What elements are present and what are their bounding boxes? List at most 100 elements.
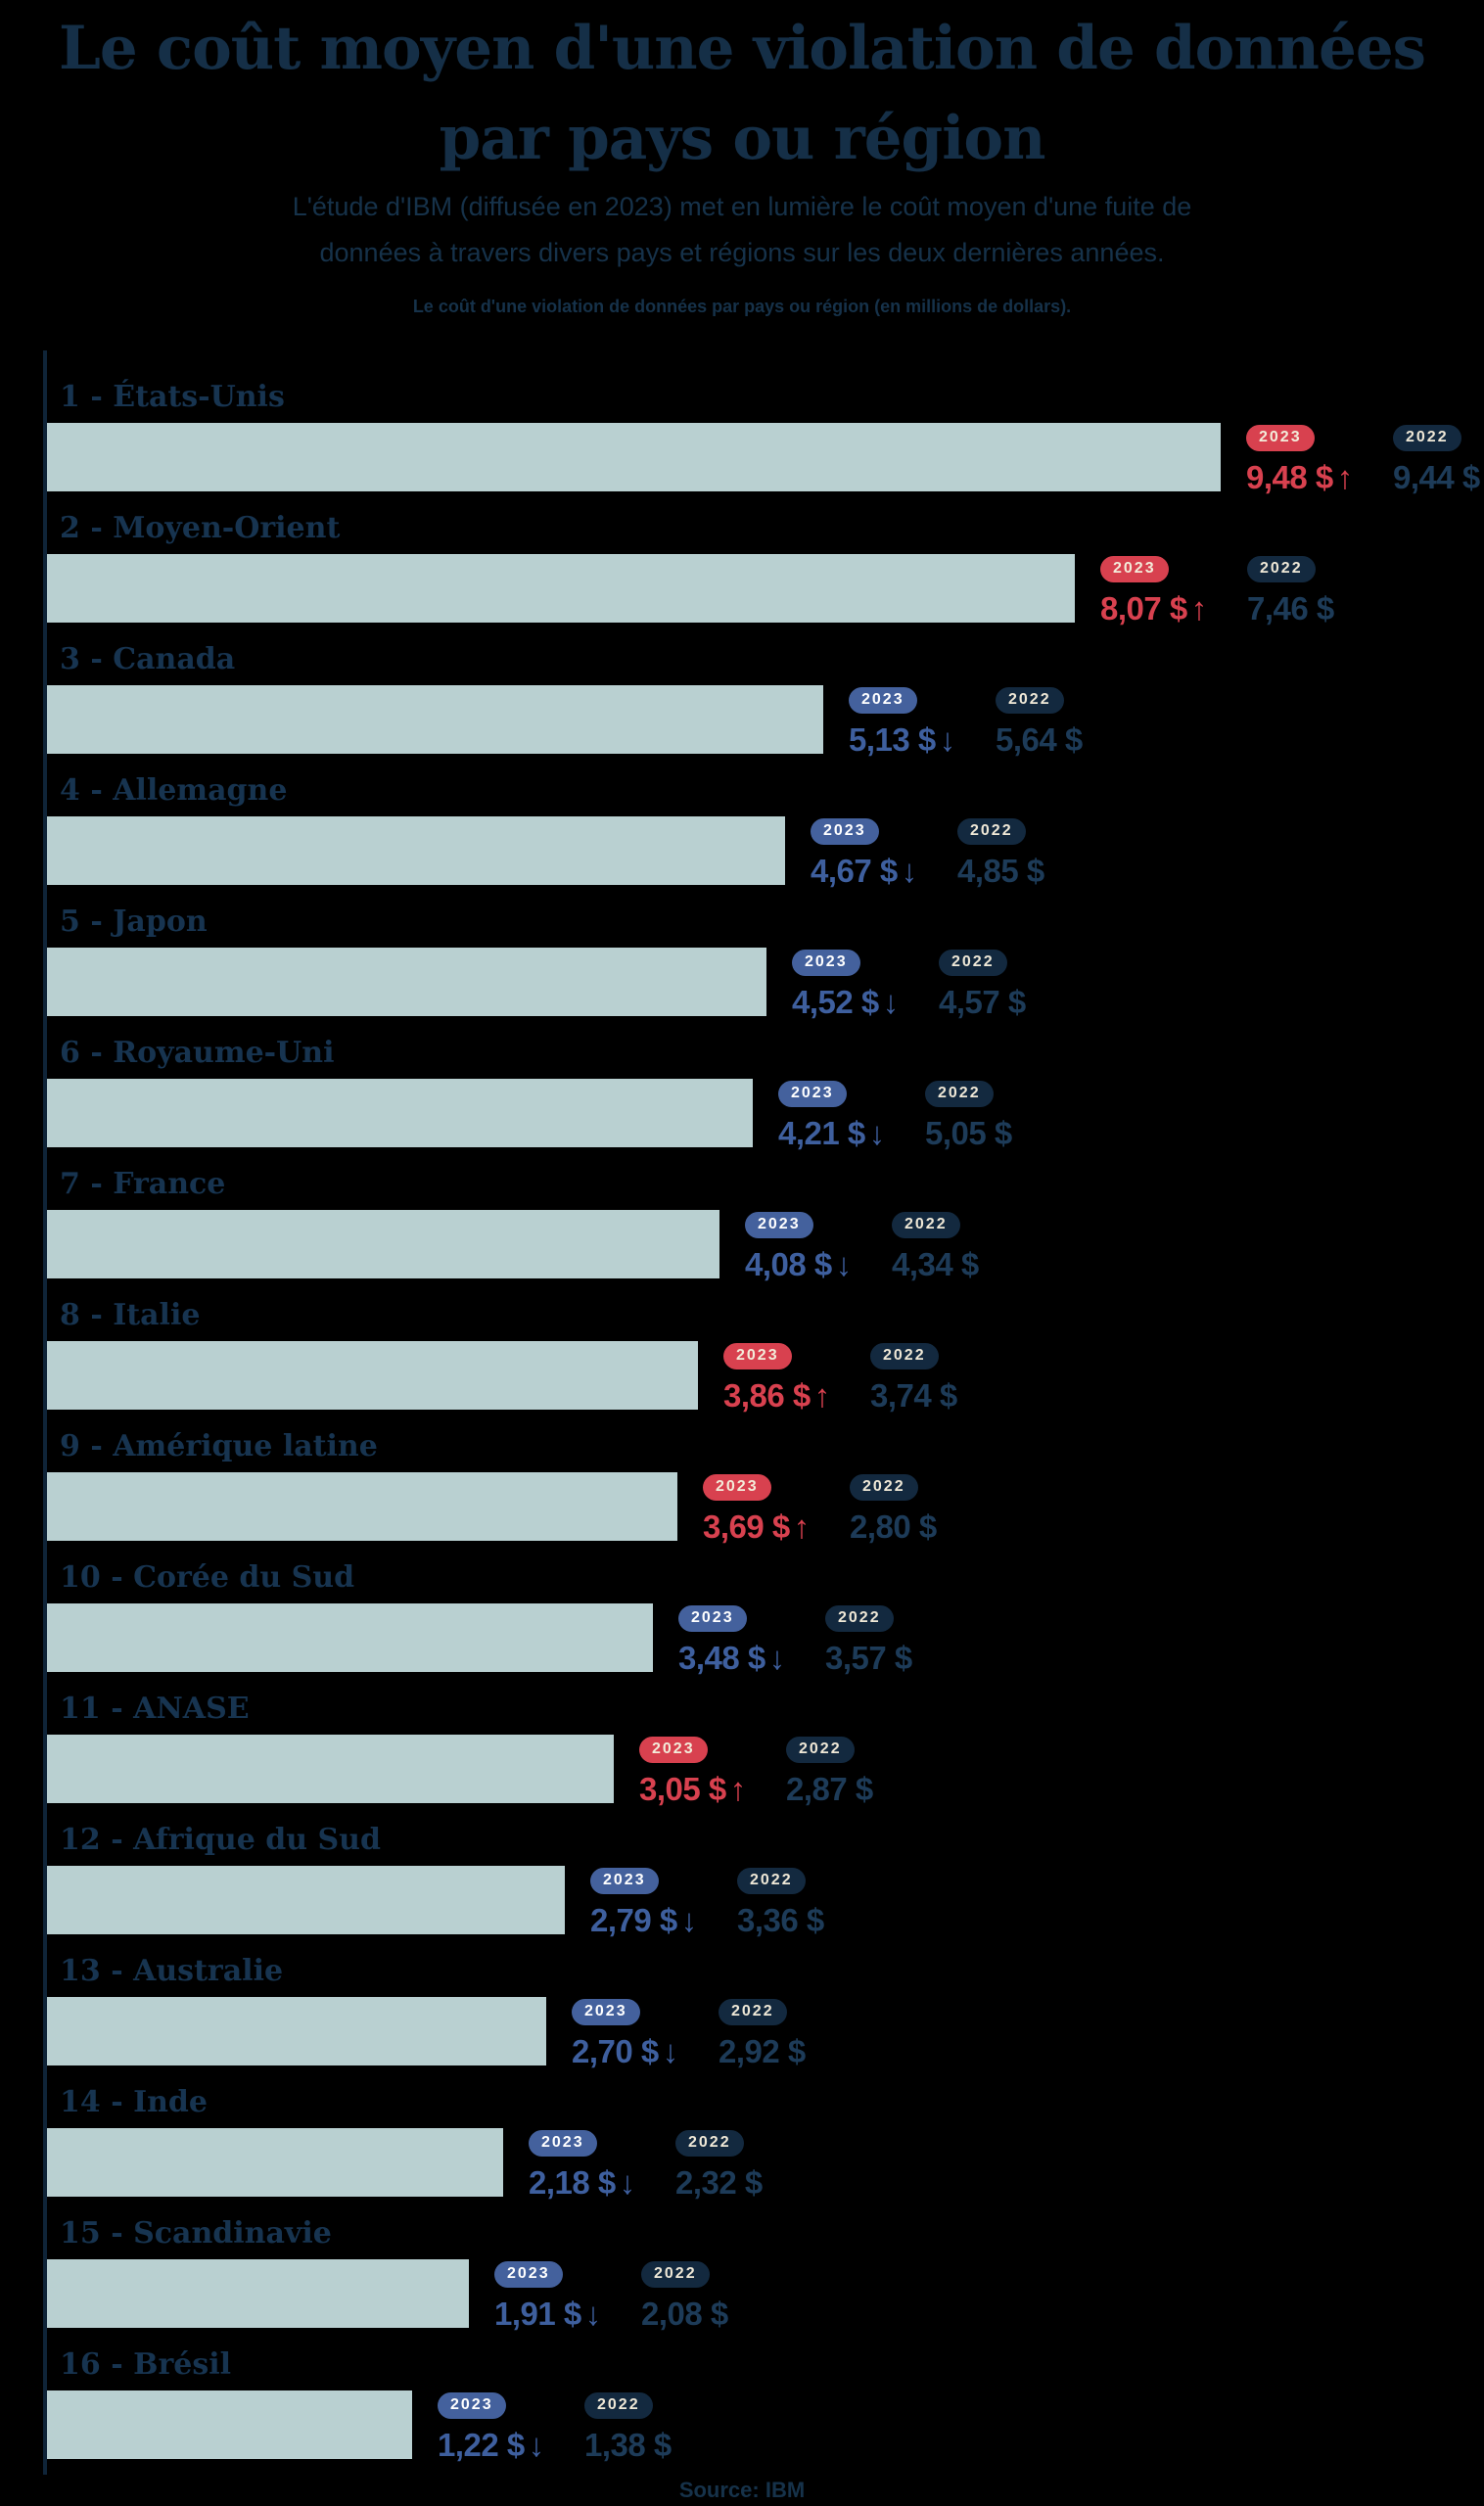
row-values: 2023 2,70 $ ↓ 2022 2,92 $: [572, 1999, 806, 2069]
y-axis-line: [43, 350, 47, 2475]
year-2023-badge: 2023: [792, 950, 860, 976]
bar-2023: [47, 816, 785, 885]
value-2022: 2,32 $: [675, 2164, 763, 2201]
value-2022: 5,05 $: [925, 1115, 1012, 1151]
col-2023: 2023 1,22 $ ↓: [438, 2392, 584, 2463]
trend-up-icon: ↑: [729, 1771, 747, 1807]
year-2023-badge: 2023: [849, 687, 917, 714]
col-2022: 2022 2,87 $: [786, 1737, 873, 1807]
value-2023-text: 3,48 $: [678, 1640, 765, 1676]
value-2023-text: 3,69 $: [703, 1508, 790, 1545]
chart-row-amerique-latine: 9 - Amérique latine 2023 3,69 $ ↑ 2022 2,…: [0, 1429, 1484, 1560]
chart-row-japon: 5 - Japon 2023 4,52 $ ↓ 2022 4,57 $: [0, 905, 1484, 1036]
bar-2023: [47, 2259, 469, 2328]
col-2023: 2023 4,67 $ ↓: [811, 818, 957, 889]
chart-row-moyen-orient: 2 - Moyen-Orient 2023 8,07 $ ↑ 2022 7,46 …: [0, 511, 1484, 642]
bar-chart: 1 - États-Unis 2023 9,48 $ ↑ 2022 9,44 $ …: [0, 350, 1484, 2475]
bar-2023: [47, 1866, 565, 1934]
chart-row-australie: 13 - Australie 2023 2,70 $ ↓ 2022 2,92 $: [0, 1954, 1484, 2085]
country-label: 5 - Japon: [60, 905, 208, 939]
value-2023-text: 9,48 $: [1246, 459, 1333, 495]
value-2023-text: 2,79 $: [590, 1902, 677, 1938]
trend-down-icon: ↓: [584, 2296, 602, 2332]
col-2023: 2023 2,18 $ ↓: [529, 2130, 675, 2201]
chart-row-inde: 14 - Inde 2023 2,18 $ ↓ 2022 2,32 $: [0, 2085, 1484, 2216]
col-2023: 2023 3,86 $ ↑: [723, 1343, 870, 1414]
col-2023: 2023 5,13 $ ↓: [849, 687, 996, 758]
year-2022-badge: 2022: [584, 2392, 653, 2419]
value-2023-text: 2,18 $: [529, 2164, 616, 2201]
row-values: 2023 4,52 $ ↓ 2022 4,57 $: [792, 950, 1026, 1020]
trend-down-icon: ↓: [835, 1246, 853, 1282]
country-label: 7 - France: [60, 1167, 226, 1201]
col-2022: 2022 1,38 $: [584, 2392, 672, 2463]
value-2022: 4,57 $: [939, 984, 1026, 1020]
country-label: 8 - Italie: [60, 1298, 201, 1332]
subtitle: L'étude d'IBM (diffusée en 2023) met en …: [0, 184, 1484, 276]
year-2023-badge: 2023: [572, 1999, 640, 2025]
bar-2023: [47, 1210, 719, 1278]
trend-down-icon: ↓: [882, 984, 900, 1020]
value-2022: 4,34 $: [892, 1246, 979, 1282]
page-title-line1: Le coût moyen d'une violation de données: [58, 14, 1426, 83]
year-2022-badge: 2022: [825, 1605, 894, 1632]
country-label: 16 - Brésil: [60, 2347, 232, 2382]
country-label: 1 - États-Unis: [60, 380, 285, 414]
value-2023: 4,21 $ ↓: [778, 1115, 925, 1151]
col-2023: 2023 3,48 $ ↓: [678, 1605, 825, 1676]
country-label: 11 - ANASE: [60, 1692, 250, 1726]
year-2022-badge: 2022: [786, 1737, 855, 1763]
col-2022: 2022 3,36 $: [737, 1868, 824, 1938]
col-2023: 2023 3,69 $ ↑: [703, 1474, 850, 1545]
year-2023-badge: 2023: [745, 1212, 813, 1238]
row-values: 2023 3,69 $ ↑ 2022 2,80 $: [703, 1474, 937, 1545]
col-2023: 2023 2,70 $ ↓: [572, 1999, 719, 2069]
source-credit: Source: IBM: [678, 2478, 806, 2502]
country-label: 12 - Afrique du Sud: [60, 1823, 381, 1857]
col-2022: 2022 4,85 $: [957, 818, 1044, 889]
chart-caption: Le coût d'une violation de données par p…: [412, 297, 1072, 316]
trend-up-icon: ↑: [813, 1377, 831, 1414]
col-2022: 2022 2,08 $: [641, 2261, 728, 2332]
row-values: 2023 3,86 $ ↑ 2022 3,74 $: [723, 1343, 957, 1414]
trend-down-icon: ↓: [939, 721, 956, 758]
value-2023: 3,86 $ ↑: [723, 1377, 870, 1414]
col-2022: 2022 9,44 $: [1393, 425, 1480, 495]
value-2022: 5,64 $: [996, 721, 1083, 758]
value-2022: 3,36 $: [737, 1902, 824, 1938]
bar-2023: [47, 1735, 614, 1803]
chart-row-bresil: 16 - Brésil 2023 1,22 $ ↓ 2022 1,38 $: [0, 2347, 1484, 2479]
col-2022: 2022 3,57 $: [825, 1605, 912, 1676]
value-2023: 3,05 $ ↑: [639, 1771, 786, 1807]
value-2023-text: 4,67 $: [811, 853, 898, 889]
col-2023: 2023 4,21 $ ↓: [778, 1081, 925, 1151]
bar-2023: [47, 948, 766, 1016]
year-2022-badge: 2022: [996, 687, 1064, 714]
year-2022-badge: 2022: [850, 1474, 918, 1501]
chart-row-anase: 11 - ANASE 2023 3,05 $ ↑ 2022 2,87 $: [0, 1692, 1484, 1823]
chart-row-france: 7 - France 2023 4,08 $ ↓ 2022 4,34 $: [0, 1167, 1484, 1298]
bar-2023: [47, 423, 1221, 491]
col-2022: 2022 5,05 $: [925, 1081, 1012, 1151]
col-2022: 2022 2,32 $: [675, 2130, 763, 2201]
chart-row-canada: 3 - Canada 2023 5,13 $ ↓ 2022 5,64 $: [0, 642, 1484, 773]
row-values: 2023 4,67 $ ↓ 2022 4,85 $: [811, 818, 1044, 889]
trend-up-icon: ↑: [793, 1508, 811, 1545]
country-label: 9 - Amérique latine: [60, 1429, 378, 1463]
value-2023: 5,13 $ ↓: [849, 721, 996, 758]
year-2022-badge: 2022: [892, 1212, 960, 1238]
country-label: 14 - Inde: [60, 2085, 208, 2119]
year-2023-badge: 2023: [590, 1868, 659, 1894]
value-2023: 4,67 $ ↓: [811, 853, 957, 889]
year-2023-badge: 2023: [494, 2261, 563, 2288]
year-2022-badge: 2022: [641, 2261, 710, 2288]
bar-2023: [47, 1472, 677, 1541]
col-2023: 2023 4,52 $ ↓: [792, 950, 939, 1020]
col-2022: 2022 7,46 $: [1247, 556, 1334, 626]
chart-row-italie: 8 - Italie 2023 3,86 $ ↑ 2022 3,74 $: [0, 1298, 1484, 1429]
year-2023-badge: 2023: [1246, 425, 1315, 451]
trend-down-icon: ↓: [901, 853, 918, 889]
value-2022: 2,80 $: [850, 1508, 937, 1545]
chart-row-scandinavie: 15 - Scandinavie 2023 1,91 $ ↓ 2022 2,08 …: [0, 2216, 1484, 2347]
